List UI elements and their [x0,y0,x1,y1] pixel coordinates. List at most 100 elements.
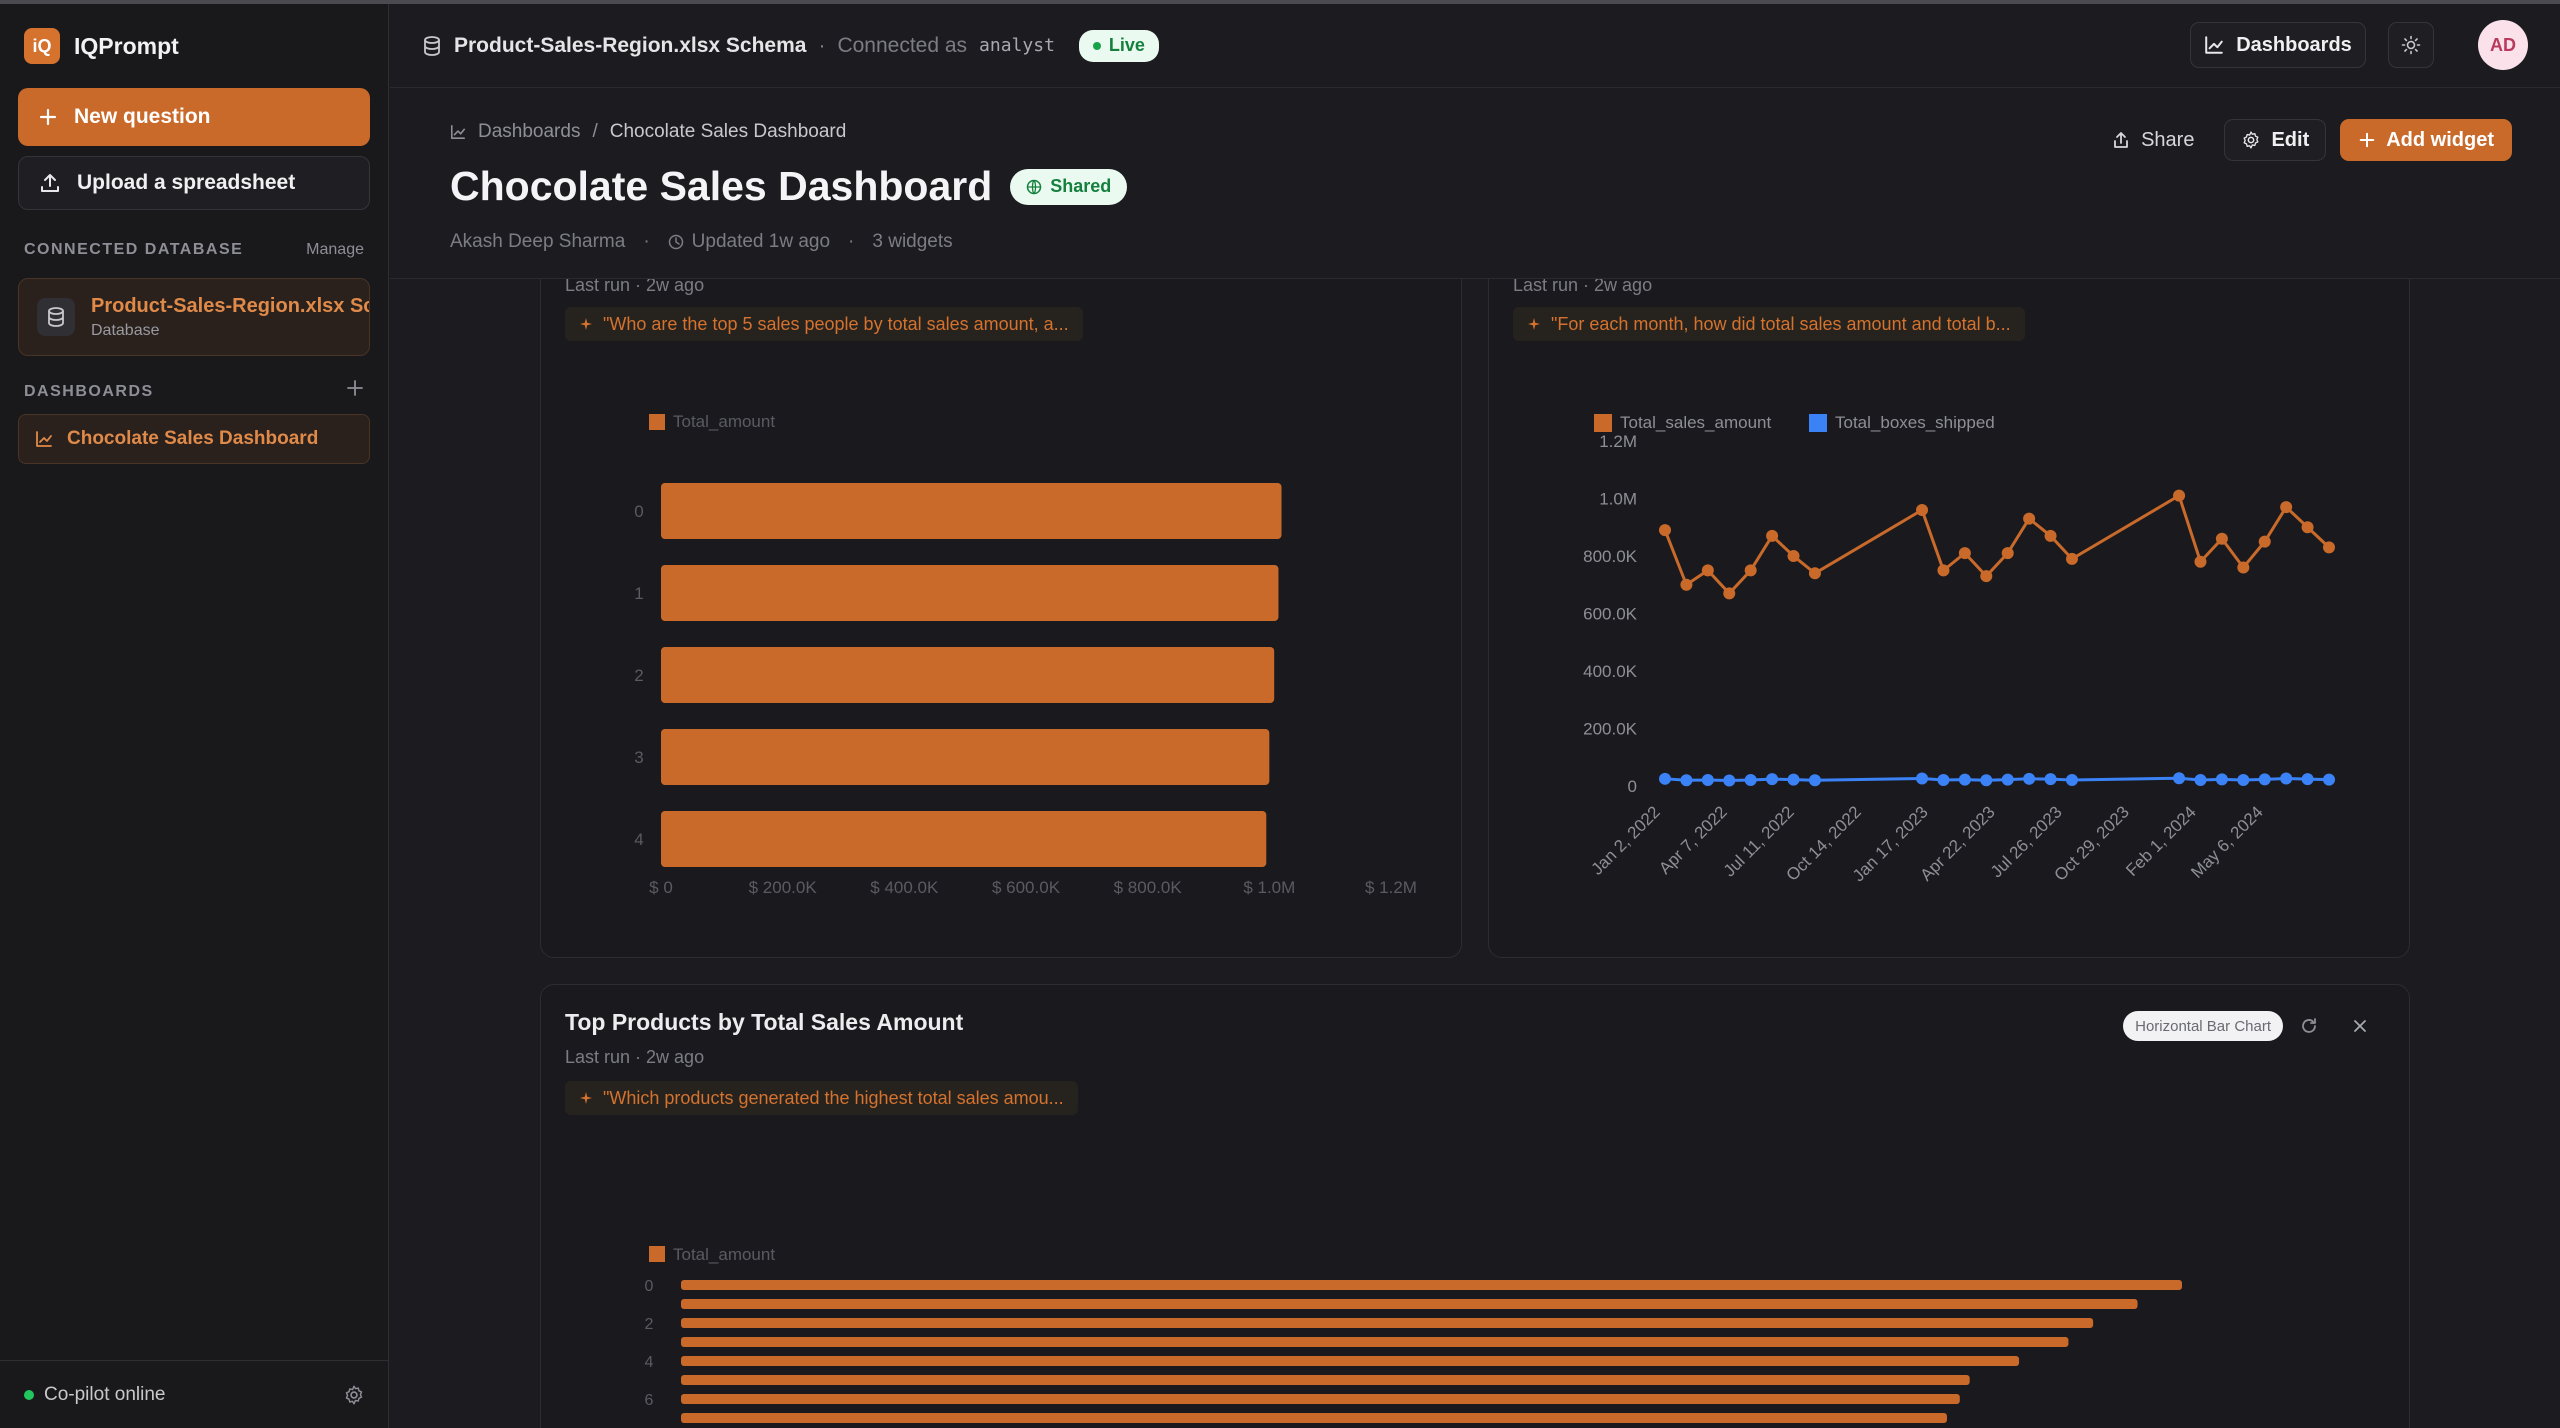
share-button[interactable]: Share [2095,119,2210,161]
share-icon [2114,132,2128,148]
data-point [1958,547,1971,560]
bar [681,1337,2069,1347]
sidebar-footer: Co-pilot online [0,1360,389,1428]
sun-icon [2401,35,2421,55]
x-tick-label: $ 600.0K [992,878,1061,897]
legend-swatch [649,414,665,430]
legend-label: Total_sales_amount [1620,413,1771,432]
page-title: Chocolate Sales Dashboard [450,163,993,209]
data-point [2280,772,2293,785]
chart-top-salespeople: Total_amount 0 1 2 3 4 $ 0 $ 200.0K $ 400.0K $ 60… [634,412,1417,897]
data-point [2237,773,2250,786]
bar [661,647,1275,703]
dashboards-button-label: Dashboards [2236,33,2352,56]
data-point [2258,535,2271,548]
x-tick-label: $ 400.0K [870,878,939,897]
new-question-button[interactable]: New question [18,88,370,146]
chart-top-products: Total_amount 0 2 4 6 [645,1245,2182,1423]
widget-top-salespeople: Last run · 2w ago "Who are the top 5 sal… [540,230,1462,958]
database-card[interactable]: Product-Sales-Region.xlsx Schema Databas… [18,278,370,356]
data-point [1787,773,1800,786]
database-type: Database [91,321,160,339]
widget-title: Top Products by Total Sales Amount [565,1009,964,1035]
data-point [2280,501,2293,514]
theme-toggle-button[interactable] [2388,22,2434,68]
y-tick-label: 6 [645,1392,654,1409]
brand[interactable]: iQ IQPrompt [24,28,179,64]
upload-label: Upload a spreadsheet [77,171,296,194]
bar [681,1413,1947,1423]
chart-line-icon [36,431,52,447]
x-tick-label: $ 1.0M [1243,878,1295,897]
add-widget-button[interactable]: Add widget [2340,119,2512,161]
sidebar: iQ IQPrompt New question Upload a spread… [0,4,389,1428]
widget-prompt[interactable]: "For each month, how did total sales amo… [1513,307,2025,341]
widget-toolbar: Horizontal Bar Chart [2123,1011,2369,1041]
chart-type-badge[interactable]: Horizontal Bar Chart [2123,1011,2283,1041]
widgets-count: 3 widgets [872,231,953,252]
user-avatar[interactable]: AD [2478,20,2528,70]
widget-prompt[interactable]: "Who are the top 5 sales people by total… [565,307,1083,341]
add-widget-label: Add widget [2386,128,2494,151]
top-bar: Product-Sales-Region.xlsx Schema · Conne… [390,4,2560,88]
legend-label: Total_amount [673,412,775,431]
data-point [2065,773,2078,786]
data-point [2023,772,2036,785]
data-point [2301,773,2314,786]
widget-last-run: Last run · 2w ago [1513,275,1653,295]
meta-dot: · [643,231,650,252]
breadcrumb-dashboards[interactable]: Dashboards [478,121,581,142]
y-tick-label: 0 [645,1278,654,1295]
data-point [1937,564,1950,577]
data-point [2001,547,2014,560]
meta-dot: · [848,231,855,252]
header-actions: Share Edit Add widget [2095,119,2512,161]
data-point [1808,774,1821,787]
series-line [1664,776,2330,783]
close-icon[interactable] [2351,1017,2369,1035]
y-tick-label: 3 [634,748,643,767]
edit-button[interactable]: Edit [2224,119,2327,161]
data-point [2065,552,2078,565]
add-dashboard-icon[interactable] [346,379,364,402]
data-point [1958,773,1971,786]
copilot-status-label: Co-pilot online [44,1383,166,1405]
data-point [2173,489,2186,502]
data-point [2258,773,2271,786]
data-point [2215,773,2228,786]
data-point [1766,773,1779,786]
clock-icon [668,234,683,250]
page-title-row: Chocolate Sales Dashboard Shared [450,163,1128,210]
sparkle-icon [1528,318,1540,330]
data-point [1766,529,1779,542]
breadcrumb-separator: / [592,121,598,142]
legend-swatch [1594,414,1612,432]
bar [681,1280,2182,1290]
y-tick-label: 2 [634,666,643,685]
database-icon [37,298,75,336]
widget-prompt[interactable]: "Which products generated the highest to… [565,1081,1078,1115]
data-point [2237,561,2250,574]
y-tick-label: 400.0K [1583,662,1638,681]
x-tick-label: $ 800.0K [1114,878,1183,897]
data-point [2001,773,2014,786]
y-tick-label: 800.0K [1583,547,1638,566]
schema-name: Product-Sales-Region.xlsx Schema [454,33,807,57]
y-tick-label: 200.0K [1583,720,1638,739]
data-point [1680,578,1693,591]
data-point [1937,773,1950,786]
dashboards-button[interactable]: Dashboards [2190,22,2366,68]
refresh-icon[interactable] [2299,1016,2319,1036]
data-point [1744,773,1757,786]
separator-dot: · [818,33,826,57]
upload-spreadsheet-button[interactable]: Upload a spreadsheet [18,156,370,210]
sidebar-item-chocolate-sales-dashboard[interactable]: Chocolate Sales Dashboard [18,414,370,464]
manage-link[interactable]: Manage [306,241,364,258]
data-point [2194,773,2207,786]
data-point [2023,512,2036,525]
database-icon [424,35,440,56]
legend-label: Total_boxes_shipped [1835,413,1995,432]
data-point [2044,529,2057,542]
settings-gear-icon[interactable] [343,1384,365,1406]
x-tick-label: May 6, 2024 [2187,802,2267,882]
